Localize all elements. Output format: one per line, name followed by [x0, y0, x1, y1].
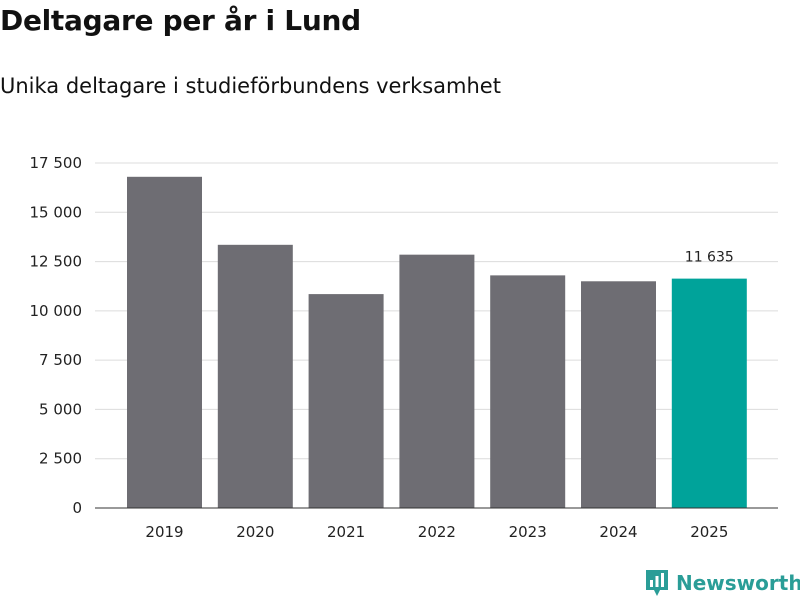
y-tick-label: 2 500	[39, 450, 82, 468]
bar-2019	[127, 176, 202, 509]
x-tick-label: 2025	[690, 523, 728, 541]
y-tick-label: 5 000	[39, 400, 82, 418]
chart-title: Deltagare per år i Lund	[0, 4, 361, 37]
x-tick-label: 2020	[236, 523, 274, 541]
y-tick-label: 10 000	[30, 302, 83, 320]
y-tick-label: 17 500	[30, 154, 83, 172]
bar-2020	[217, 244, 293, 509]
x-tick-label: 2021	[327, 523, 365, 541]
x-tick-label: 2023	[509, 523, 547, 541]
labels: 0 2 500 5 000 7 500 10 000 12 500 15 000 17 500…	[30, 154, 734, 541]
bar-chart-badge-icon	[646, 570, 668, 596]
bar-2022	[399, 254, 475, 508]
brand-name: Newsworthy	[676, 571, 800, 595]
x-tick-label: 2022	[418, 523, 456, 541]
x-tick-label: 2019	[145, 523, 183, 541]
y-tick-label: 15 000	[30, 203, 83, 221]
y-tick-label: 12 500	[30, 253, 83, 271]
data-label: 11 635	[685, 250, 734, 266]
newsworthy-logo: Newsworthy	[644, 568, 800, 598]
x-tick-label: 2024	[599, 523, 637, 541]
y-tick-label: 0	[72, 499, 82, 517]
chart-subtitle: Unika deltagare i studieförbundens verks…	[0, 74, 501, 98]
y-tick-label: 7 500	[39, 351, 82, 369]
bars	[127, 176, 747, 509]
bar-2025	[671, 278, 747, 508]
bar-2023	[490, 275, 566, 508]
bar-2024	[581, 281, 656, 508]
bar-2021	[308, 294, 384, 508]
